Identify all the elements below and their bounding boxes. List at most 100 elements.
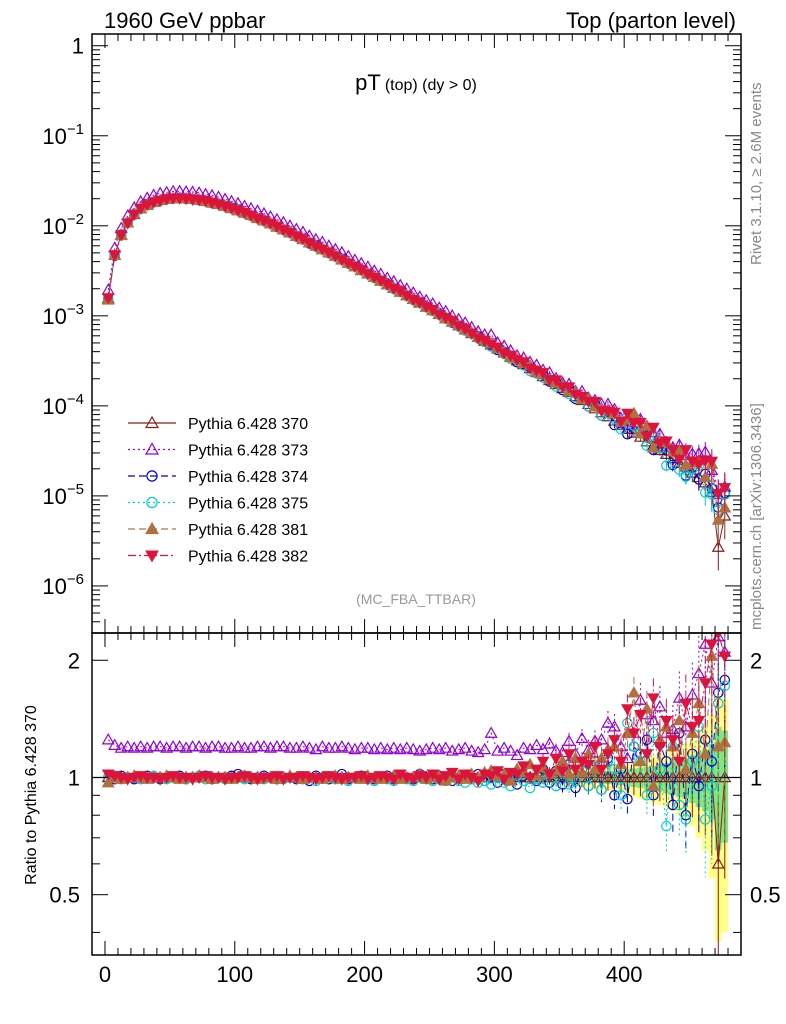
ratio-point xyxy=(523,772,537,784)
ratio-point xyxy=(315,739,329,752)
ratio-point xyxy=(484,771,498,783)
ratio-point xyxy=(601,749,615,761)
data-point xyxy=(108,250,122,262)
ratio-point xyxy=(614,756,628,768)
series-pythia-6-428-382-ratio xyxy=(101,633,732,793)
ratio-point xyxy=(335,739,349,752)
ratio-point xyxy=(601,716,615,728)
ratio-point xyxy=(458,741,472,753)
legend-label: Pythia 6.428 381 xyxy=(188,522,308,539)
ratio-point xyxy=(653,770,667,783)
ratio-point xyxy=(361,774,375,786)
ratio-point xyxy=(582,759,595,771)
legend-entry: Pythia 6.428 374 xyxy=(128,469,308,486)
ratio-point xyxy=(237,741,252,753)
ratio-point xyxy=(400,741,414,753)
ratio-point xyxy=(160,772,173,784)
y-tick-label: 10−1 xyxy=(42,121,84,149)
ratio-point xyxy=(510,769,524,781)
ratio-point xyxy=(536,756,550,768)
legend-marker xyxy=(145,550,159,563)
y-tick-label: 10−6 xyxy=(42,571,84,599)
ratio-point xyxy=(700,814,711,825)
ratio-point xyxy=(341,741,355,753)
ratio-point xyxy=(653,742,667,754)
ratio-point xyxy=(153,774,167,786)
ratio-tick-label-left: 0.5 xyxy=(49,883,80,908)
ratio-point xyxy=(698,678,712,690)
ratio-point xyxy=(562,734,576,746)
ratio-point xyxy=(550,780,562,792)
ratio-point xyxy=(322,741,336,753)
x-tick-label: 300 xyxy=(476,962,513,987)
ratio-point xyxy=(640,770,654,783)
ratio-point xyxy=(153,739,167,752)
ratio-point xyxy=(608,735,621,747)
data-point xyxy=(653,438,667,450)
data-point xyxy=(666,445,680,457)
ratio-point xyxy=(251,774,264,786)
data-point xyxy=(634,417,647,430)
ratio-point xyxy=(583,780,594,792)
ratio-point xyxy=(504,744,518,756)
data-point xyxy=(672,454,686,467)
data-point xyxy=(608,407,621,419)
ratio-point xyxy=(257,739,271,752)
header-left: 1960 GeV ppbar xyxy=(104,8,266,33)
ratio-point xyxy=(594,733,608,745)
data-point xyxy=(101,293,115,305)
legend-label: Pythia 6.428 375 xyxy=(188,496,308,513)
ratio-point xyxy=(562,749,576,761)
ratio-point xyxy=(666,735,680,747)
ratio-point xyxy=(510,748,524,761)
ratio-point xyxy=(660,715,673,728)
ratio-point xyxy=(517,761,530,773)
ratio-point xyxy=(692,715,706,728)
data-point xyxy=(711,540,725,552)
ratio-point xyxy=(192,739,206,752)
data-point xyxy=(647,422,660,434)
ratio-point xyxy=(685,722,699,734)
series-pythia-6-428-381-main xyxy=(101,191,732,544)
ratio-point xyxy=(497,774,511,786)
ratio-point xyxy=(570,775,581,787)
ratio-point xyxy=(609,790,620,801)
ratio-point xyxy=(147,739,161,752)
ratio-point xyxy=(173,739,187,752)
ratio-point xyxy=(698,747,712,759)
data-point xyxy=(127,209,141,221)
ratio-point xyxy=(667,799,679,811)
data-point xyxy=(121,218,135,230)
series-pythia-6-428-382-main xyxy=(101,193,732,518)
data-point xyxy=(711,489,725,501)
ratio-point xyxy=(406,742,420,755)
x-tick-label: 200 xyxy=(346,962,383,987)
data-point xyxy=(445,316,459,328)
legend-marker xyxy=(144,442,160,455)
y-tick-label: 10−3 xyxy=(42,301,84,329)
ratio-point xyxy=(231,772,245,784)
ratio-point xyxy=(432,774,446,786)
data-point xyxy=(711,513,725,525)
ratio-point xyxy=(439,741,453,753)
ratio-point xyxy=(270,739,284,752)
ratio-tick-label-left: 1 xyxy=(68,765,80,790)
axes-frames xyxy=(91,33,742,956)
ratio-point xyxy=(536,742,550,755)
ratio-point xyxy=(491,766,504,778)
ratio-point xyxy=(569,764,582,776)
ratio-point xyxy=(711,857,725,869)
ratio-point xyxy=(627,770,641,783)
ratio-point xyxy=(445,767,459,779)
ratio-point xyxy=(680,814,692,825)
ratio-point xyxy=(575,731,589,744)
analysis-watermark: (MC_FBA_TTBAR) xyxy=(356,591,476,607)
x-tick-label: 400 xyxy=(606,962,643,987)
ratio-point xyxy=(680,809,692,821)
ratio-tick-label-right: 0.5 xyxy=(750,883,781,908)
ratio-point xyxy=(478,742,492,755)
ratio-point xyxy=(218,774,232,786)
legend-entry: Pythia 6.428 381 xyxy=(128,521,308,539)
ratio-point xyxy=(530,764,543,776)
